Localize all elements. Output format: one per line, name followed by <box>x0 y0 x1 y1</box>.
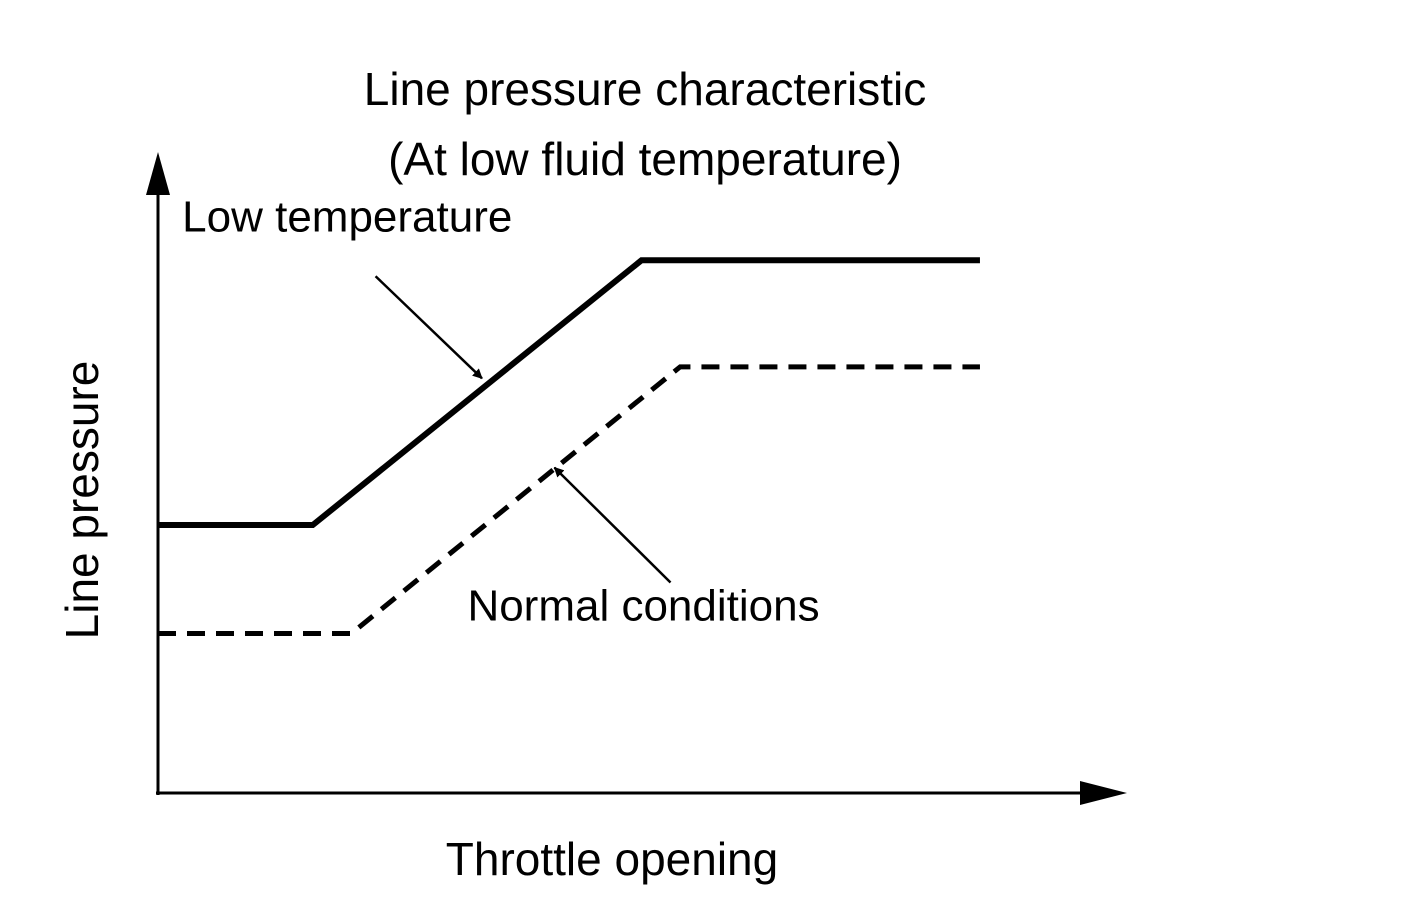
y-axis-label: Line pressure <box>56 361 108 640</box>
series-line-normal-conditions <box>158 364 980 636</box>
annotation-label-normal-conditions: Normal conditions <box>467 582 819 631</box>
annotation-arrow-low-temperature <box>374 275 483 380</box>
y-axis-arrowhead <box>146 152 170 195</box>
x-axis-label: Throttle opening <box>446 833 778 885</box>
series-line-low-temperature <box>158 257 980 529</box>
chart-title-line-2: (At low fluid temperature) <box>388 133 902 185</box>
chart-title-line-1: Line pressure characteristic <box>364 63 926 115</box>
x-axis-arrowhead <box>1080 781 1127 805</box>
annotation-arrow-normal-conditions <box>553 466 672 584</box>
annotation-label-low-temperature: Low temperature <box>182 193 512 242</box>
